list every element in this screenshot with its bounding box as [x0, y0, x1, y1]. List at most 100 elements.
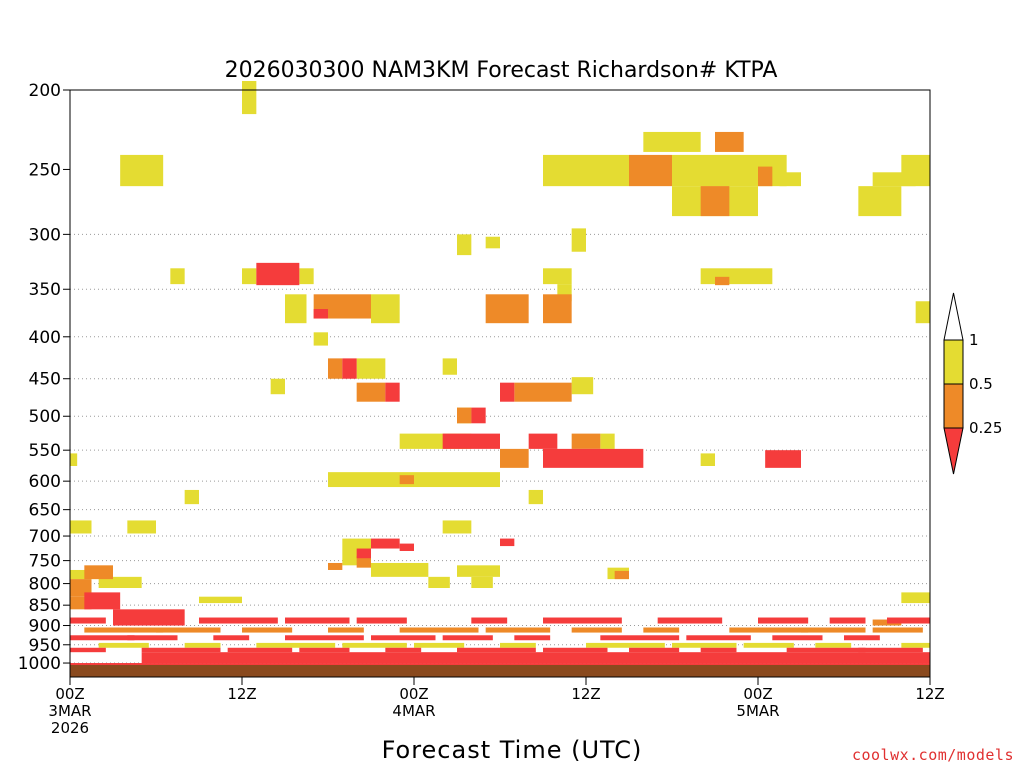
ri-cell-cat2-17 — [614, 570, 629, 580]
colorbar-level-2: 0.25 — [969, 419, 1002, 437]
ri-streak-2-2 — [213, 635, 250, 641]
ri-cell-cat3-10 — [457, 234, 472, 256]
ri-streak-2-9 — [772, 635, 823, 641]
ri-cell-cat2-18 — [328, 562, 343, 570]
ri-streak-4-0 — [70, 647, 106, 653]
ri-cell-cat3-13 — [170, 268, 185, 285]
colorbar-bin-mid — [943, 383, 964, 429]
colorbar-legend: 1 0.5 0.25 — [943, 292, 1002, 475]
ri-cell-cat3-43 — [428, 576, 450, 589]
y-tick-label-350: 350 — [29, 280, 61, 300]
ri-streak-3-9 — [815, 642, 852, 648]
ri-streak-4-7 — [629, 647, 680, 653]
ri-streak-3-5 — [500, 642, 536, 648]
x-tick-label-48-0: 00Z — [743, 685, 772, 703]
y-tick-label-800: 800 — [29, 575, 61, 595]
y-tick-label-850: 850 — [29, 596, 61, 616]
ri-cell-cat1-2 — [342, 358, 357, 379]
ri-streak-3-0 — [98, 642, 149, 648]
ri-streak-3-7 — [672, 642, 737, 648]
ri-cell-cat3-15 — [299, 268, 314, 285]
ri-cell-cat3-29 — [600, 433, 615, 449]
chart-title: 2026030300 NAM3KM Forecast Richardson# K… — [225, 58, 778, 83]
ri-cell-cat3-24 — [442, 358, 457, 375]
ri-cell-cat3-31 — [700, 453, 715, 467]
x-tick-label-12-0: 12Z — [227, 685, 256, 703]
ri-cell-cat3-39 — [371, 562, 429, 577]
ri-cell-cat2-12 — [571, 433, 601, 449]
ri-cell-cat3-23 — [356, 358, 386, 379]
ri-cell-cat1-15 — [113, 609, 185, 626]
ri-cell-cat2-11 — [457, 407, 472, 424]
ri-streak-1-3 — [328, 627, 364, 633]
y-tick-label-550: 550 — [29, 441, 61, 461]
ri-cell-cat2-8 — [328, 358, 343, 379]
x-tick-label-36-0: 12Z — [571, 685, 600, 703]
ri-cell-cat3-36 — [127, 520, 156, 534]
y-tick-label-450: 450 — [29, 370, 61, 390]
y-tick-label-200: 200 — [29, 81, 61, 101]
ri-streak-2-4 — [371, 635, 436, 641]
ri-cell-cat2-19 — [356, 555, 371, 568]
ri-cell-cat3-46 — [199, 596, 242, 604]
ri-cell-cat3-18 — [700, 268, 773, 285]
y-axis: 200 250 300 350 400 450 500 550 600 650 700 750 8008… — [18, 81, 70, 674]
ri-streak-2-1 — [127, 635, 178, 641]
ri-streak-3-8 — [743, 642, 794, 648]
ri-cell-cat2-4 — [715, 276, 730, 286]
ri-streak-1-7 — [643, 627, 680, 633]
ri-streak-1-8 — [729, 627, 809, 633]
ri-cell-cat1-14 — [84, 592, 121, 610]
ri-cell-cat3-25 — [270, 378, 285, 395]
source-credit: coolwx.com/models — [852, 746, 1014, 764]
x-axis-label: Forecast Time (UTC) — [382, 736, 643, 764]
colorbar-bin-high — [943, 339, 964, 385]
ri-streak-0-3 — [356, 617, 407, 624]
ri-cell-cat1-7 — [528, 433, 558, 449]
ri-cell-cat3-21 — [915, 301, 930, 324]
ri-cell-cat1-8 — [543, 448, 644, 468]
ri-cell-cat3-26 — [571, 377, 594, 395]
ri-streak-0-9 — [887, 617, 930, 624]
ri-cell-cat3-2 — [543, 154, 629, 187]
ri-streak-1-4 — [399, 627, 479, 633]
x-tick-label-0-2: 2026 — [51, 719, 89, 737]
ri-streak-4-9 — [786, 647, 866, 653]
ri-cell-cat2-16 — [84, 565, 113, 580]
y-tick-label-1000: 1000 — [18, 654, 61, 674]
ri-cell-cat2-1 — [715, 131, 744, 152]
ri-streak-4-3 — [299, 647, 350, 653]
ri-cell-cat3-42 — [98, 576, 142, 589]
ri-cell-cat1-17 — [141, 652, 930, 664]
ri-streak-4-4 — [385, 647, 422, 653]
ri-cell-cat1-1 — [313, 309, 328, 319]
ri-streak-2-8 — [686, 635, 751, 641]
ri-cell-cat1-6 — [442, 433, 500, 449]
ri-streak-3-1 — [184, 642, 221, 648]
ri-streak-2-3 — [285, 635, 364, 641]
ri-cell-cat3-12 — [571, 228, 586, 252]
ri-cell-cat3-47 — [901, 592, 930, 604]
ri-streak-1-0 — [84, 627, 164, 633]
ri-streak-0-1 — [199, 617, 278, 624]
ri-streak-4-6 — [543, 647, 608, 653]
ri-streak-0-2 — [285, 617, 350, 624]
x-tick-label-24-0: 00Z — [399, 685, 428, 703]
ri-cell-cat2-15 — [70, 579, 92, 597]
plot-frame — [69, 89, 931, 678]
y-tick-label-400: 400 — [29, 328, 61, 348]
x-tick-label-0-1: 3MAR — [48, 702, 91, 720]
ri-cell-cat1-11 — [500, 538, 515, 547]
y-tick-label-250: 250 — [29, 160, 61, 180]
ri-cell-cat3-30 — [70, 453, 78, 467]
ri-cell-cat1-9 — [765, 450, 801, 468]
ri-streak-3-3 — [342, 642, 407, 648]
ri-streak-0-0 — [70, 617, 106, 624]
ri-cell-cat1-13 — [356, 548, 371, 559]
ri-streak-0-8 — [829, 617, 866, 624]
ri-streak-3-10 — [901, 642, 930, 648]
ri-streak-4-1 — [141, 647, 221, 653]
ri-cell-cat3-20 — [371, 294, 400, 324]
